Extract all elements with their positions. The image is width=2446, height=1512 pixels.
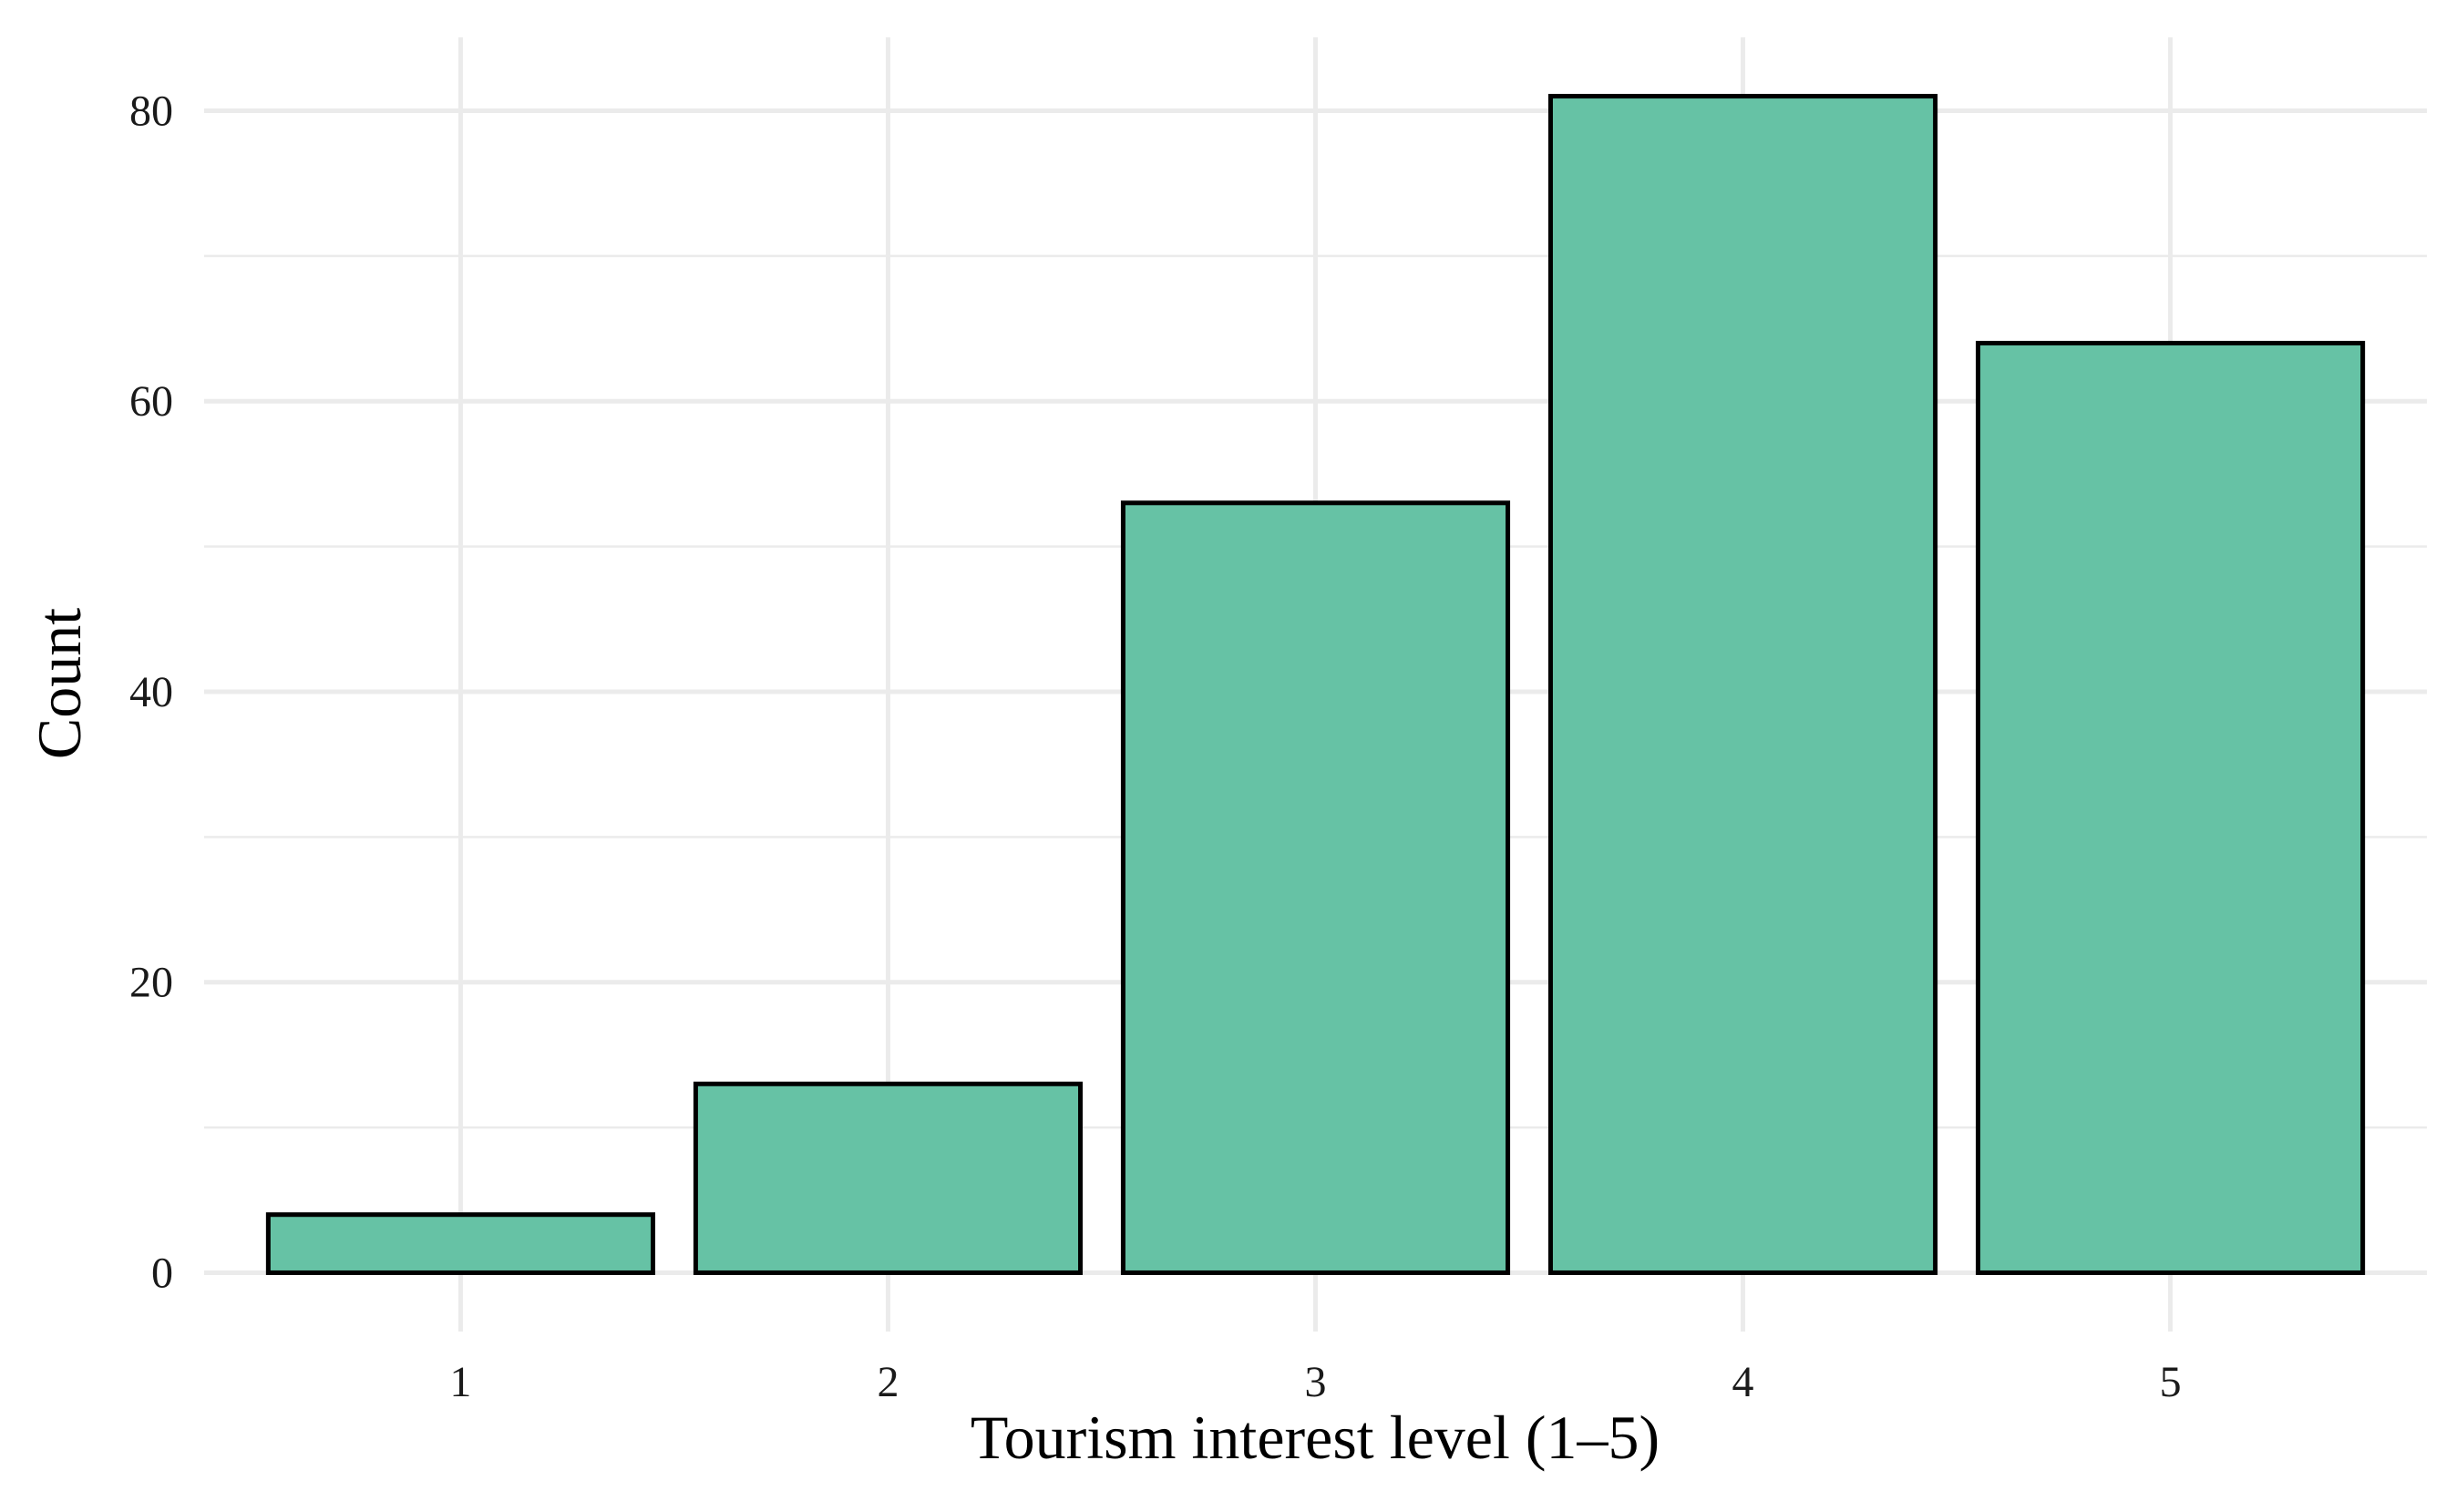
y-tick-label: 0	[151, 1249, 173, 1297]
y-tick-label: 60	[129, 377, 173, 426]
x-tick-label: 4	[1732, 1358, 1754, 1406]
y-tick-label: 40	[129, 668, 173, 716]
x-tick-label: 5	[2160, 1358, 2182, 1406]
bar	[1976, 340, 2366, 1275]
y-tick-label: 80	[129, 87, 173, 135]
y-tick-label: 20	[129, 959, 173, 1007]
x-axis-title: Tourism interest level (1–5)	[971, 1403, 1660, 1472]
x-tick-label: 2	[877, 1358, 899, 1406]
x-tick-label: 3	[1305, 1358, 1327, 1406]
x-tick-label: 1	[449, 1358, 471, 1406]
bar	[265, 1212, 655, 1275]
bar	[1547, 94, 1938, 1275]
bar	[693, 1081, 1084, 1275]
y-axis-title: Count	[25, 608, 94, 759]
bar	[1120, 500, 1511, 1275]
